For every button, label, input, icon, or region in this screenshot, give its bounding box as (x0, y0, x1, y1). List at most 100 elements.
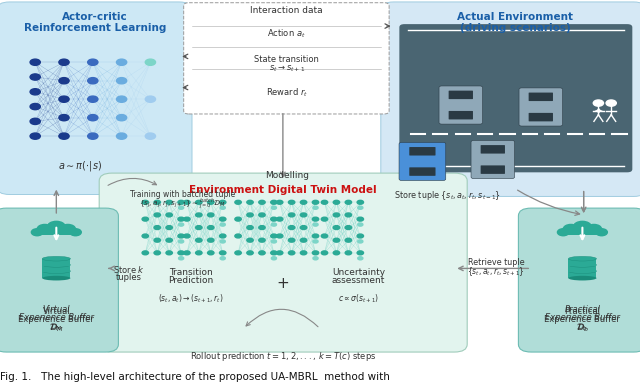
Circle shape (220, 223, 225, 226)
Text: Virtual: Virtual (42, 307, 70, 316)
Circle shape (573, 221, 591, 232)
Text: Experience Buffer: Experience Buffer (19, 315, 94, 324)
Circle shape (220, 217, 226, 221)
Text: Training with batched tuple: Training with batched tuple (130, 190, 235, 200)
Circle shape (321, 234, 328, 238)
Circle shape (312, 251, 319, 255)
Text: assessment: assessment (332, 276, 385, 286)
Text: Experience Buffer: Experience Buffer (545, 313, 620, 322)
Circle shape (207, 226, 214, 230)
Text: Virtual: Virtual (42, 305, 70, 314)
Text: State transition: State transition (254, 55, 319, 64)
Circle shape (88, 114, 98, 121)
Circle shape (220, 234, 226, 238)
Text: Store $k$: Store $k$ (113, 264, 145, 275)
Circle shape (300, 251, 307, 255)
Circle shape (300, 238, 307, 242)
Circle shape (271, 257, 276, 260)
FancyBboxPatch shape (381, 2, 640, 196)
Text: $a{\sim}\pi(\cdot|s)$: $a{\sim}\pi(\cdot|s)$ (58, 159, 102, 173)
Text: Action $a_t$: Action $a_t$ (268, 27, 306, 40)
Ellipse shape (42, 269, 70, 273)
Circle shape (59, 114, 69, 121)
Circle shape (358, 206, 363, 209)
Text: $\mathcal{D}_b$: $\mathcal{D}_b$ (576, 322, 589, 334)
Circle shape (593, 100, 604, 106)
Text: (driving scenarios): (driving scenarios) (460, 23, 571, 33)
Text: Retrieve tuple: Retrieve tuple (468, 258, 524, 267)
Text: Experience Buffer: Experience Buffer (19, 313, 94, 322)
Circle shape (313, 223, 318, 226)
Circle shape (142, 200, 148, 204)
FancyBboxPatch shape (439, 86, 483, 124)
Circle shape (247, 213, 253, 217)
Circle shape (271, 200, 277, 204)
Circle shape (184, 251, 190, 255)
Circle shape (59, 59, 69, 65)
Text: tuples: tuples (116, 273, 142, 282)
Circle shape (166, 213, 172, 217)
FancyBboxPatch shape (561, 230, 604, 235)
Circle shape (345, 213, 351, 217)
Circle shape (259, 226, 265, 230)
Circle shape (196, 226, 202, 230)
Ellipse shape (42, 263, 70, 267)
FancyBboxPatch shape (519, 88, 563, 126)
Ellipse shape (568, 269, 596, 273)
Circle shape (321, 200, 328, 204)
Circle shape (145, 96, 156, 102)
Circle shape (30, 89, 40, 95)
Text: Interaction data: Interaction data (250, 5, 323, 15)
FancyBboxPatch shape (471, 140, 515, 179)
Circle shape (313, 257, 318, 260)
Bar (42, 271, 70, 278)
Circle shape (220, 240, 225, 243)
Circle shape (145, 133, 156, 139)
Circle shape (116, 78, 127, 84)
Circle shape (31, 229, 43, 236)
Circle shape (357, 200, 364, 204)
Circle shape (179, 240, 184, 243)
Circle shape (271, 251, 277, 255)
Circle shape (116, 114, 127, 121)
Circle shape (300, 200, 307, 204)
Circle shape (207, 251, 214, 255)
Circle shape (184, 217, 190, 221)
Circle shape (259, 200, 265, 204)
Circle shape (220, 257, 225, 260)
Circle shape (178, 251, 184, 255)
Circle shape (235, 234, 241, 238)
Circle shape (235, 251, 241, 255)
Circle shape (59, 78, 69, 84)
FancyBboxPatch shape (518, 208, 640, 352)
Circle shape (184, 200, 190, 204)
Bar (568, 259, 596, 266)
Text: Prediction: Prediction (168, 276, 213, 286)
Circle shape (30, 103, 40, 110)
Circle shape (235, 217, 241, 221)
Circle shape (145, 59, 156, 65)
Circle shape (321, 217, 328, 221)
Circle shape (271, 240, 276, 243)
Bar (42, 259, 70, 266)
Text: Experience Buffer: Experience Buffer (545, 315, 620, 324)
Text: +: + (276, 276, 289, 291)
Circle shape (345, 226, 351, 230)
Circle shape (142, 217, 148, 221)
Bar (42, 265, 70, 272)
Circle shape (247, 251, 253, 255)
Circle shape (259, 213, 265, 217)
Circle shape (271, 223, 276, 226)
Circle shape (333, 251, 340, 255)
Circle shape (358, 240, 363, 243)
Circle shape (88, 133, 98, 139)
Circle shape (166, 251, 172, 255)
Circle shape (88, 78, 98, 84)
Circle shape (586, 224, 602, 234)
Circle shape (142, 251, 148, 255)
Circle shape (30, 74, 40, 80)
Text: Reinforcement Learning: Reinforcement Learning (24, 23, 166, 33)
Circle shape (220, 200, 226, 204)
Circle shape (312, 234, 319, 238)
Circle shape (154, 200, 161, 204)
